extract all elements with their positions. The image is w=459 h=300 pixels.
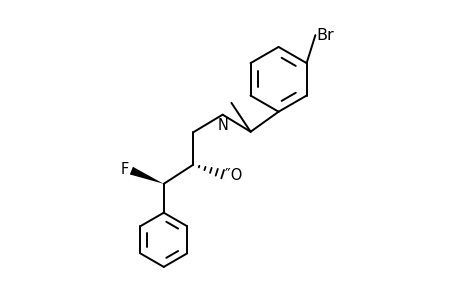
Text: N: N: [218, 118, 229, 133]
Text: F: F: [120, 162, 128, 177]
Text: ′′O: ′′O: [224, 168, 243, 183]
Polygon shape: [129, 167, 163, 184]
Text: Br: Br: [316, 28, 334, 43]
